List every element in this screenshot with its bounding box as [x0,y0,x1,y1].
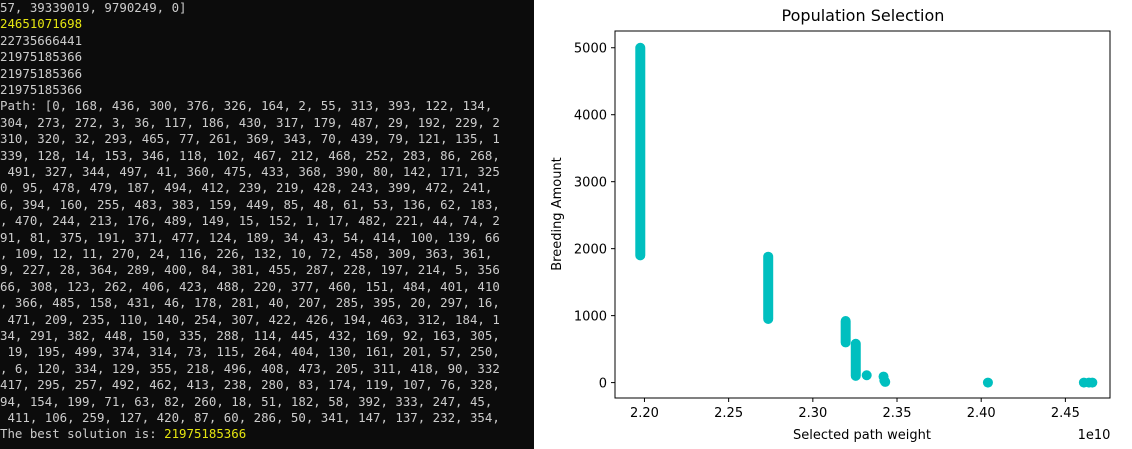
terminal-text: , 109, 12, 11, 270, 24, 116, 226, 132, 1… [0,246,493,261]
chart-marks [635,42,1098,388]
terminal-text: 304, 273, 272, 3, 36, 117, 186, 430, 317… [0,114,500,130]
y-tick-label: 2000 [574,243,607,258]
x-axis-label: Selected path weight [793,428,931,443]
scatter-point [982,377,993,388]
terminal-line: 491, 327, 344, 497, 41, 360, 475, 433, 3… [0,164,500,180]
terminal-text: 6, 394, 160, 255, 483, 383, 159, 449, 85… [0,196,500,212]
terminal-text: 91, 81, 375, 191, 371, 477, 124, 189, 34… [0,229,500,245]
y-tick-label: 0 [599,377,607,392]
terminal-text: 411, 106, 259, 127, 420, 87, 60, 286, 50… [0,410,500,425]
terminal-text: 471, 209, 235, 110, 140, 254, 307, 422, … [0,311,500,327]
terminal-line: Path: [0, 168, 436, 300, 376, 326, 164, … [0,98,492,114]
x-tick-label: 2.45 [1051,406,1080,421]
terminal-text: , 366, 485, 158, 431, 46, 178, 281, 40, … [0,295,500,311]
terminal-line: 19, 195, 499, 374, 314, 73, 115, 264, 40… [0,344,500,360]
x-tick-label: 2.40 [967,406,996,421]
terminal-line: 0, 95, 478, 479, 187, 494, 412, 239, 219… [0,180,492,196]
terminal-line: 310, 320, 32, 293, 465, 77, 261, 369, 34… [0,131,500,147]
x-axis: 2.20 2.25 2.30 2.35 2.40 2.45 [630,398,1080,421]
scatter-point [861,370,872,381]
x-tick-label: 2.20 [630,406,659,421]
terminal-line: The best solution is: 21975185366 [0,426,246,442]
terminal-line: 24651071698 [0,16,82,32]
terminal-text: 34, 291, 382, 448, 150, 335, 288, 114, 4… [0,328,500,343]
terminal-text: 491, 327, 344, 497, 41, 360, 475, 433, 3… [0,164,500,179]
terminal-text: 22735666441 [0,32,83,48]
scatter-point [1087,377,1098,388]
terminal-line: 91, 81, 375, 191, 371, 477, 124, 189, 34… [0,230,500,246]
x-tick-label: 2.25 [714,406,743,421]
x-axis-offset-label: 1e10 [1078,428,1111,443]
terminal-text: , 6, 120, 334, 129, 355, 218, 496, 408, … [0,360,500,376]
terminal-text: 24651071698 [0,16,83,32]
terminal-text: 0, 95, 478, 479, 187, 494, 412, 239, 219… [0,180,493,196]
y-axis: 0 1000 2000 3000 4000 5000 [574,42,615,392]
terminal-line: 411, 106, 259, 127, 420, 87, 60, 286, 50… [0,410,500,426]
terminal-text: The best solution is: [0,426,165,442]
terminal-text: 21975185366 [0,65,83,81]
terminal-line: 339, 128, 14, 153, 346, 118, 102, 467, 2… [0,148,500,164]
scatter-chart: Population Selection 2.20 2.25 2.30 2.35 2.4… [550,6,1111,443]
terminal-line: 21975185366 [0,66,82,82]
y-tick-label: 3000 [574,176,607,191]
plot-panel: Population Selection 2.20 2.25 2.30 2.35 2.4… [534,0,1132,449]
terminal-line: 22735666441 [0,33,82,49]
terminal-line: 304, 273, 272, 3, 36, 117, 186, 430, 317… [0,115,500,131]
terminal-line: , 366, 485, 158, 431, 46, 178, 281, 40, … [0,295,500,311]
terminal-text: 21975185366 [0,49,83,65]
x-tick-label: 2.35 [883,406,912,421]
y-axis-label: Breeding Amount [550,157,565,271]
terminal-line: 21975185366 [0,49,82,65]
terminal-text: , 470, 244, 213, 176, 489, 149, 15, 152,… [0,213,500,229]
terminal-line: 57, 39339019, 9790249, 0] [0,0,187,16]
terminal-text: Path: [0, 168, 436, 300, 376, 326, 164, … [0,98,493,114]
terminal-line: 66, 308, 123, 262, 406, 423, 488, 220, 3… [0,279,500,295]
terminal-text: 339, 128, 14, 153, 346, 118, 102, 467, 2… [0,147,500,163]
x-tick-label: 2.30 [798,406,827,421]
terminal-line: 6, 394, 160, 255, 483, 383, 159, 449, 85… [0,197,500,213]
terminal-line: , 470, 244, 213, 176, 489, 149, 15, 152,… [0,213,500,229]
terminal-text: 21975185366 [164,426,247,442]
y-tick-label: 4000 [574,109,607,124]
terminal-line: 9, 227, 28, 364, 289, 400, 84, 381, 455,… [0,262,500,278]
terminal-text: 66, 308, 123, 262, 406, 423, 488, 220, 3… [0,278,500,294]
scatter-point [880,376,891,387]
terminal-text: 417, 295, 257, 492, 462, 413, 238, 280, … [0,377,500,393]
terminal-line: 417, 295, 257, 492, 462, 413, 238, 280, … [0,377,500,393]
terminal-line: 471, 209, 235, 110, 140, 254, 307, 422, … [0,311,500,328]
terminal-text: 21975185366 [0,82,83,97]
terminal-line: 94, 154, 199, 71, 63, 82, 260, 18, 51, 1… [0,394,492,410]
terminal-line: 34, 291, 382, 448, 150, 335, 288, 114, 4… [0,328,500,344]
terminal-output: 57, 39339019, 9790249, 0] 24651071698 2273… [0,0,534,449]
terminal-text: 9, 227, 28, 364, 289, 400, 84, 381, 455,… [0,262,500,278]
chart-title: Population Selection [782,6,945,25]
plot-frame [614,30,1111,399]
terminal-line: 21975185366 [0,82,82,98]
terminal-text: 310, 320, 32, 293, 465, 77, 261, 369, 34… [0,131,500,147]
terminal-line: , 6, 120, 334, 129, 355, 218, 496, 408, … [0,361,500,377]
terminal-text: 57, 39339019, 9790249, 0] [0,0,187,15]
y-tick-label: 1000 [574,310,607,325]
y-tick-label: 5000 [574,42,607,57]
terminal-line: , 109, 12, 11, 270, 24, 116, 226, 132, 1… [0,246,492,262]
terminal-text: 94, 154, 199, 71, 63, 82, 260, 18, 51, 1… [0,393,493,409]
terminal-text: 19, 195, 499, 374, 314, 73, 115, 264, 40… [0,344,500,360]
